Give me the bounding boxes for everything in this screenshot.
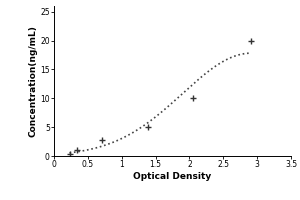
X-axis label: Optical Density: Optical Density [134,172,212,181]
Y-axis label: Concentration(ng/mL): Concentration(ng/mL) [28,25,38,137]
